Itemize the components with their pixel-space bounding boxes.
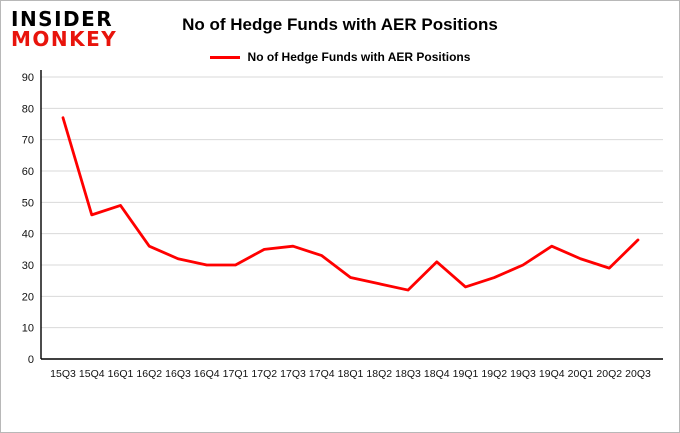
y-tick-label: 90 — [22, 72, 34, 84]
x-tick-label: 16Q3 — [165, 368, 191, 380]
insider-monkey-logo: INSIDER MONKEY — [11, 9, 117, 50]
logo-monkey: MONKEY — [11, 27, 118, 52]
x-tick-label: 18Q3 — [395, 368, 421, 380]
y-tick-label: 30 — [22, 260, 34, 272]
x-tick-label: 20Q2 — [596, 368, 622, 380]
x-tick-label: 16Q4 — [194, 368, 220, 380]
legend-label: No of Hedge Funds with AER Positions — [247, 50, 471, 64]
y-tick-label: 0 — [28, 354, 34, 366]
y-tick-label: 80 — [22, 103, 34, 115]
x-tick-label: 15Q4 — [79, 368, 105, 380]
x-tick-label: 20Q3 — [625, 368, 651, 380]
y-tick-label: 70 — [22, 135, 34, 147]
y-tick-label: 50 — [22, 197, 34, 209]
x-tick-label: 17Q2 — [251, 368, 277, 380]
y-tick-label: 60 — [22, 166, 34, 178]
chart-title: No of Hedge Funds with AER Positions — [182, 15, 498, 34]
legend: No of Hedge Funds with AER Positions — [1, 50, 679, 64]
x-tick-label: 18Q4 — [424, 368, 450, 380]
x-tick-label: 17Q3 — [280, 368, 306, 380]
y-tick-label: 20 — [22, 291, 34, 303]
x-tick-label: 18Q2 — [366, 368, 392, 380]
x-tick-label: 20Q1 — [568, 368, 594, 380]
x-tick-label: 19Q4 — [539, 368, 565, 380]
x-tick-label: 15Q3 — [50, 368, 76, 380]
x-tick-label: 19Q3 — [510, 368, 536, 380]
legend-line-swatch — [209, 55, 240, 59]
y-tick-label: 40 — [22, 229, 34, 241]
x-tick-label: 19Q1 — [453, 368, 479, 380]
series-line — [61, 116, 640, 292]
x-tick-label: 17Q4 — [309, 368, 335, 380]
logo-insider: INSIDER — [11, 7, 114, 31]
chart-header: No of Hedge Funds with AER Positions No … — [1, 1, 679, 64]
x-tick-label: 19Q2 — [481, 368, 507, 380]
y-tick-label: 10 — [22, 323, 34, 335]
x-tick-label: 16Q2 — [136, 368, 162, 380]
x-tick-label: 16Q1 — [108, 368, 134, 380]
x-tick-label: 18Q1 — [338, 368, 364, 380]
x-tick-label: 17Q1 — [223, 368, 249, 380]
